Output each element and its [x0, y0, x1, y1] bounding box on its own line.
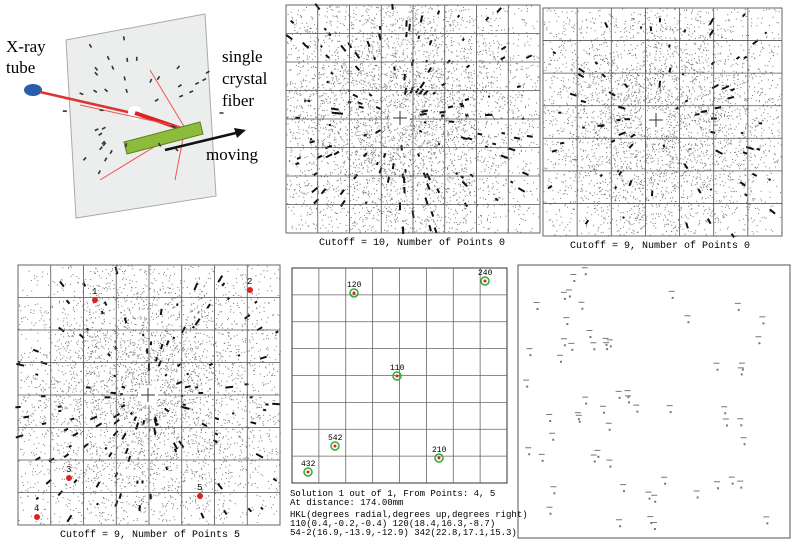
point-label: 2 — [247, 277, 252, 287]
panel-caption: Cutoff = 9, Number of Points 0 — [570, 240, 750, 252]
reflection-label: 542 — [328, 434, 343, 443]
reflection-point — [353, 292, 356, 295]
source-label: tube — [6, 58, 35, 77]
reflection-point — [334, 445, 337, 448]
figure: X-ray tube single crystal fiber moving C… — [0, 0, 791, 539]
reflection-point — [307, 471, 310, 474]
xray-source — [24, 84, 42, 96]
marked-point — [34, 514, 40, 520]
fiber-label: crystal — [222, 69, 268, 88]
reflection-label: 210 — [432, 446, 447, 455]
setup-schematic: X-ray tube single crystal fiber moving — [6, 14, 268, 218]
reflection-label: 240 — [478, 269, 493, 278]
reflection-point — [396, 375, 399, 378]
point-label: 5 — [197, 483, 202, 493]
point-label: 3 — [66, 465, 71, 475]
motion-label: moving — [206, 145, 258, 164]
marked-point — [92, 297, 98, 303]
marked-point — [197, 493, 203, 499]
indexing-panel-border — [518, 265, 790, 538]
point-label: 4 — [34, 504, 39, 514]
arrow-head — [234, 128, 246, 138]
reflection-label: 110 — [390, 364, 405, 373]
reflection-point — [484, 280, 487, 283]
source-label: X-ray — [6, 37, 46, 56]
reflection-point — [438, 457, 441, 460]
marked-point — [66, 475, 72, 481]
reflection-label: 432 — [301, 460, 316, 469]
reflection-label: 120 — [347, 281, 362, 290]
predicted-reflections — [523, 267, 769, 530]
marked-point — [247, 287, 253, 293]
fiber-label: fiber — [222, 91, 254, 110]
solution-info: 54-2(16.9,-13.9,-12.9) 342(22.8,17.1,15.… — [290, 528, 517, 538]
panel-caption: Cutoff = 10, Number of Points 0 — [319, 237, 505, 249]
point-label: 1 — [92, 287, 97, 297]
fiber-label: single — [222, 47, 263, 66]
panel-caption: Cutoff = 9, Number of Points 5 — [60, 529, 240, 539]
solution-info: At distance: 174.00mm — [290, 498, 403, 508]
